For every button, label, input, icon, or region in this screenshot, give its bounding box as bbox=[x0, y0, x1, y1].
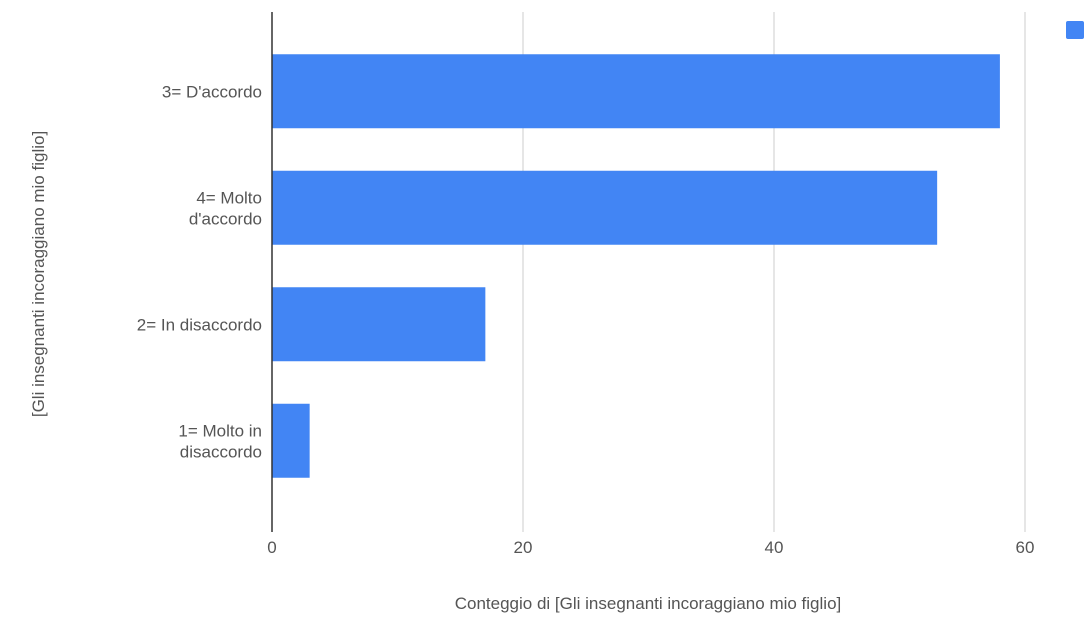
x-tick-label-60: 60 bbox=[1016, 538, 1035, 557]
category-label-line: 4= Molto bbox=[196, 188, 262, 207]
bar-4 bbox=[272, 403, 310, 478]
category-labels: 3= D'accordo 4= Molto d'accordo 2= In disac… bbox=[137, 82, 262, 461]
bar-3 bbox=[272, 287, 486, 362]
x-tick-label-40: 40 bbox=[765, 538, 784, 557]
bar-2 bbox=[272, 170, 938, 245]
category-label-line: 1= Molto in bbox=[178, 421, 262, 440]
category-label-2: 4= Molto d'accordo bbox=[189, 188, 262, 228]
category-label-4: 1= Molto in disaccordo bbox=[178, 421, 262, 461]
x-axis-title: Conteggio di [Gli insegnanti incoraggian… bbox=[455, 594, 842, 613]
category-label-1: 3= D'accordo bbox=[162, 82, 262, 101]
bars bbox=[272, 54, 1000, 478]
x-tick-label-20: 20 bbox=[514, 538, 533, 557]
category-label-3: 2= In disaccordo bbox=[137, 315, 262, 334]
bar-1 bbox=[272, 54, 1000, 129]
category-label-line: 2= In disaccordo bbox=[137, 315, 262, 334]
category-label-line: d'accordo bbox=[189, 209, 262, 228]
x-tick-labels: 0 20 40 60 bbox=[267, 538, 1034, 557]
category-label-line: disaccordo bbox=[180, 442, 262, 461]
x-tick-label-0: 0 bbox=[267, 538, 276, 557]
category-label-line: 3= D'accordo bbox=[162, 82, 262, 101]
y-axis-title: [Gli insegnanti incoraggiano mio figlio] bbox=[29, 131, 48, 417]
legend-swatch bbox=[1066, 21, 1084, 39]
